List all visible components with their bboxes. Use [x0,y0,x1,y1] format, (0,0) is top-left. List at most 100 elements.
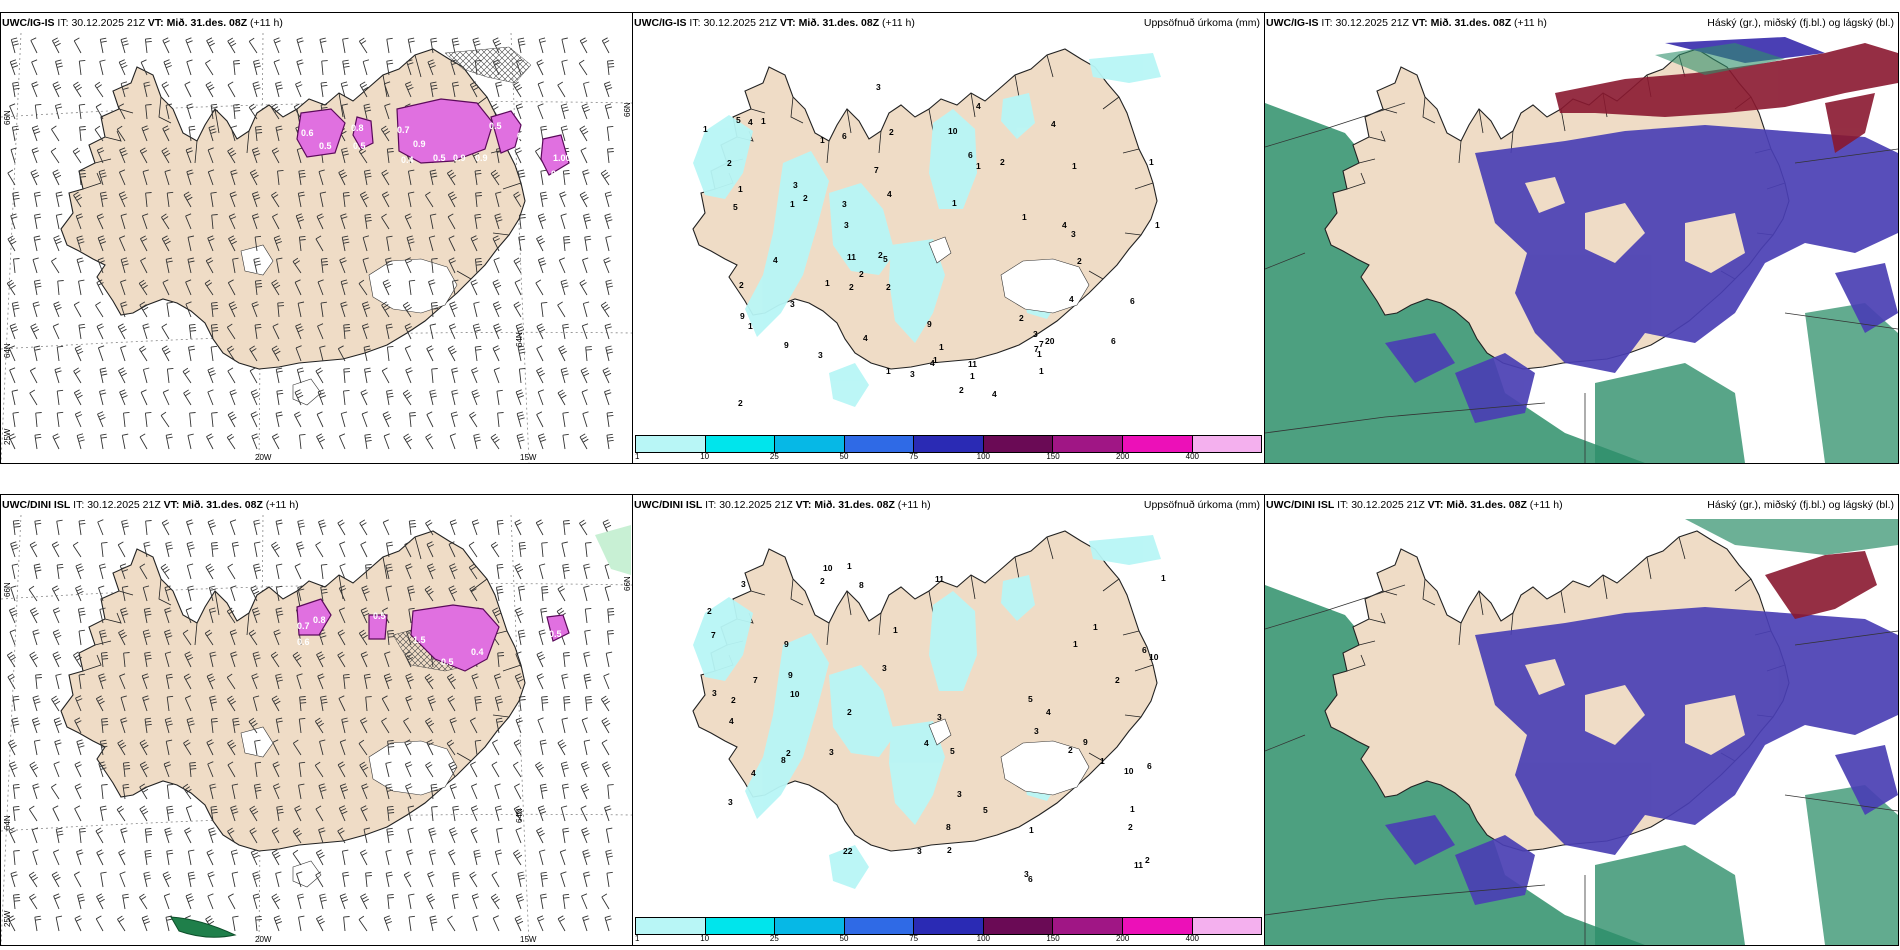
wind-barb [607,60,615,76]
wind-barb [271,827,280,844]
panel-header: UWC/DINI ISL IT: 30.12.2025 21Z VT: Mið.… [2,499,299,511]
wind-barb [560,213,567,230]
wind-barb [55,673,62,690]
wind-barb [99,59,106,76]
colorbar-tick: 10 [700,934,710,943]
glacier-patches [240,726,458,888]
wind-barb [406,849,414,866]
wind-barb [607,608,615,624]
wind-barb [164,585,172,602]
parallel-66 [1,583,632,600]
wind-barb [490,169,500,186]
wind-barb [339,783,349,800]
wind-barb [297,301,305,318]
wind-barb [231,541,239,558]
precip-value: 2 [1019,313,1024,323]
wind-barb [536,59,544,76]
wind-barb [470,783,478,800]
wind-barb [119,389,128,406]
wind-barb [448,761,458,778]
wind-barb [55,827,64,844]
precip-value: 4 [1046,707,1051,717]
wind-barb [252,893,261,910]
wind-barb [116,125,126,142]
precip-area [929,109,977,209]
wind-barb [29,893,38,910]
precip-area [929,591,977,691]
wind-barb [227,761,236,778]
wind-barb [562,411,569,428]
wind-barb [188,125,196,142]
wind-barb [189,412,196,428]
wind-barb [72,541,82,558]
wind-barb [162,871,172,888]
wind-barb [141,213,149,230]
wind-barb [210,717,218,734]
colorbar-swatch [775,918,845,934]
wind-barb [407,827,414,844]
fjord-line [214,108,220,134]
colorbar-tick: 1 [635,452,640,461]
wind-value: 0.5 [433,153,446,163]
fjord-line [1458,140,1462,164]
panel-header: UWC/DINI ISL IT: 30.12.2025 21Z VT: Mið.… [1265,497,1898,513]
wind-barb [97,411,106,428]
wind-barb [469,717,478,734]
wind-value: 1.5 [413,635,426,645]
wind-barb [493,673,502,690]
wind-barb [51,585,60,602]
wind-barb [33,739,41,756]
wind-barb [74,717,82,734]
wind-barb [161,345,171,362]
wind-barb [78,629,85,646]
wind-barb [338,805,348,822]
wind-barb [95,827,104,844]
wind-barb [13,850,20,866]
wind-barb [10,871,18,888]
fjord-line [1046,536,1054,560]
wind-barb [207,367,216,384]
wind-barb [35,412,42,428]
wind-barb [579,191,589,208]
wind-barb [515,893,525,910]
wind-barb [362,235,370,252]
wind-barb [10,37,19,54]
wind-barb [164,629,173,646]
wind-barb [471,389,480,406]
wind-barb [29,541,38,558]
wind-barb [559,849,567,866]
wind-barb [188,345,196,362]
wind-barb [342,191,350,208]
wind-barb [187,433,194,450]
colorbar-tick: 50 [839,934,849,943]
wind-barb [316,411,324,428]
wind-barb [582,301,590,318]
wind-barb [451,81,459,98]
wind-barb [52,323,60,340]
wind-barb [557,389,567,406]
wind-barb [52,651,62,668]
wind-barb [541,696,549,712]
colorbar-swatches [635,917,1262,935]
wind-barb [386,827,394,844]
wind-barb [98,563,107,580]
wind-barb [160,563,170,580]
wind-barb [275,367,283,384]
wind-sea-blob [595,525,631,575]
wind-barb [448,827,458,844]
wind-barb [52,37,61,54]
fjord-line [1346,654,1366,672]
precip-value: 3 [910,369,915,379]
wind-barb [253,257,262,274]
wind-barb [341,103,348,120]
wind-barb [294,411,302,428]
lon-label-25: 25W [3,428,12,445]
wind-barb [492,37,502,54]
lat-label-64: 64N [3,343,12,358]
wind-barb [540,607,548,624]
wind-barb [53,893,61,910]
clear-land-patches [1525,659,1745,755]
wind-barb [272,213,280,230]
wind-barb [34,213,42,230]
glacier [292,860,322,888]
